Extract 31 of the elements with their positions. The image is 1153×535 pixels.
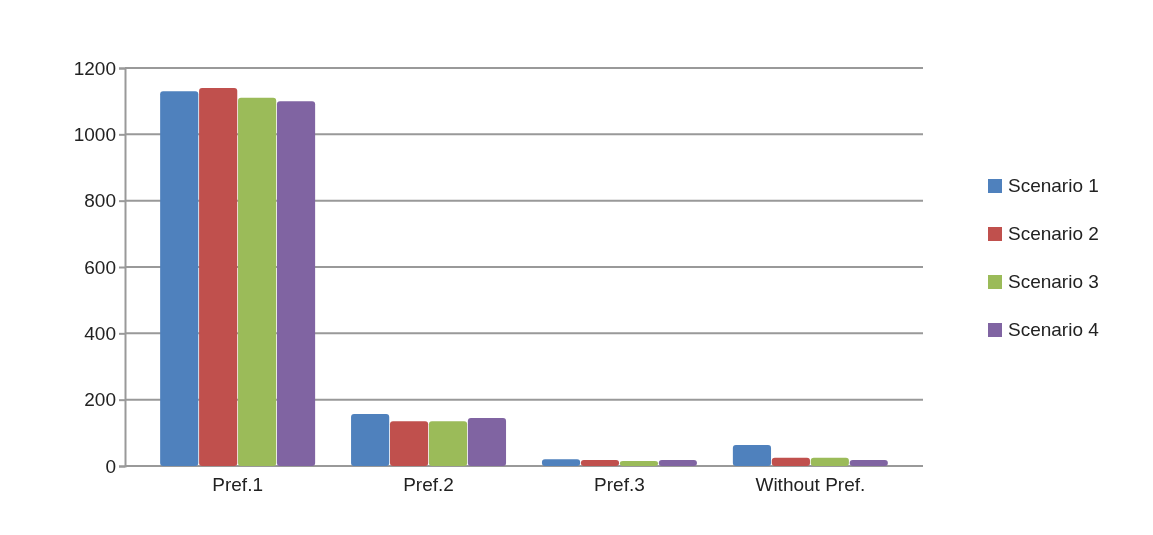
y-tick-label: 200 [84,389,116,411]
bar [541,459,581,466]
x-tick-label: Without Pref. [755,474,866,496]
bar [619,461,659,466]
bar [428,421,468,466]
x-tick-label: Pref.2 [403,474,454,496]
y-tick-label: 1200 [73,57,116,79]
bar [732,445,772,466]
y-tick-label: 0 [105,455,116,477]
bar [238,97,277,466]
legend-label: Scenario 4 [1008,319,1100,340]
bar [276,101,316,466]
y-tick-label: 1000 [73,123,116,145]
legend-label: Scenario 3 [1008,271,1099,292]
bar [160,91,199,466]
bar [351,413,390,466]
y-tick-label: 600 [84,256,116,278]
bar [658,460,697,466]
legend-label: Scenario 2 [1008,223,1099,244]
bar [810,457,849,466]
legend-label: Scenario 1 [1008,175,1099,196]
bar [389,421,429,466]
y-tick-label: 400 [84,322,116,344]
bar [849,460,888,466]
x-tick-label: Pref.1 [212,474,263,496]
bar [580,460,620,466]
bar [199,87,238,466]
bar [467,417,507,466]
bar [771,457,810,466]
x-tick-label: Pref.3 [594,474,645,496]
y-tick-label: 800 [84,190,116,212]
